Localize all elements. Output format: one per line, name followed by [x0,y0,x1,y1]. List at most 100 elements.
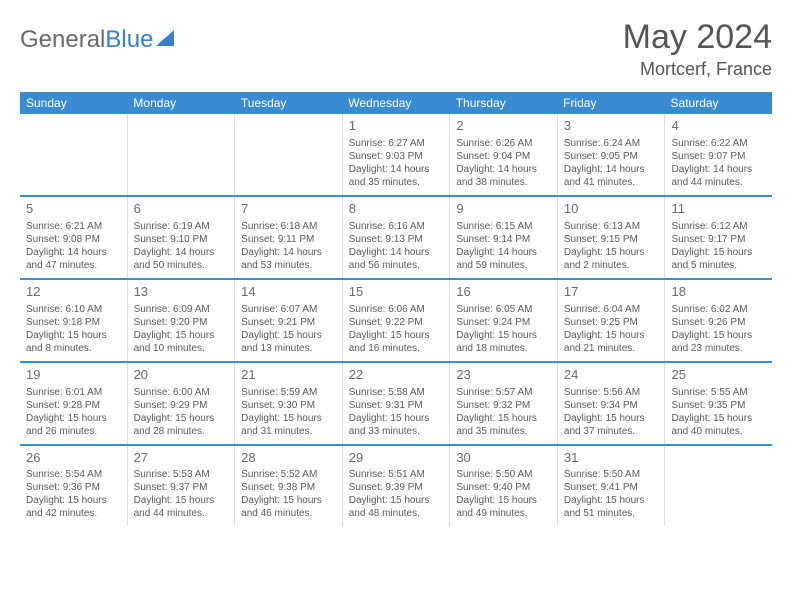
sunset-text: Sunset: 9:37 PM [134,481,229,494]
sunset-text: Sunset: 9:13 PM [349,233,444,246]
sunrise-text: Sunrise: 6:21 AM [26,220,121,233]
day-number: 8 [349,201,444,218]
page-title: May 2024 [623,18,772,57]
daylight-text: Daylight: 15 hours and 13 minutes. [241,329,336,355]
day-cell: 10Sunrise: 6:13 AMSunset: 9:15 PMDayligh… [558,197,666,278]
day-cell [128,114,236,195]
day-number: 10 [564,201,659,218]
daylight-text: Daylight: 14 hours and 35 minutes. [349,163,444,189]
sunset-text: Sunset: 9:41 PM [564,481,659,494]
logo-text-1: General [20,26,105,53]
sunset-text: Sunset: 9:35 PM [671,399,766,412]
sunrise-text: Sunrise: 6:15 AM [456,220,551,233]
header: GeneralBlue May 2024 Mortcerf, France [20,18,772,80]
dow-header-row: Sunday Monday Tuesday Wednesday Thursday… [20,92,772,114]
sunset-text: Sunset: 9:14 PM [456,233,551,246]
day-number: 5 [26,201,121,218]
daylight-text: Daylight: 15 hours and 10 minutes. [134,329,229,355]
sunset-text: Sunset: 9:05 PM [564,150,659,163]
daylight-text: Daylight: 15 hours and 44 minutes. [134,494,229,520]
sunset-text: Sunset: 9:36 PM [26,481,121,494]
daylight-text: Daylight: 15 hours and 5 minutes. [671,246,766,272]
sunrise-text: Sunrise: 5:50 AM [564,468,659,481]
location-label: Mortcerf, France [623,59,772,80]
dow-sunday: Sunday [20,92,127,114]
weeks-container: 1Sunrise: 6:27 AMSunset: 9:03 PMDaylight… [20,114,772,526]
sail-icon [156,30,174,46]
sunrise-text: Sunrise: 6:16 AM [349,220,444,233]
day-number: 15 [349,284,444,301]
sunrise-text: Sunrise: 5:53 AM [134,468,229,481]
day-cell: 17Sunrise: 6:04 AMSunset: 9:25 PMDayligh… [558,280,666,361]
day-cell: 26Sunrise: 5:54 AMSunset: 9:36 PMDayligh… [20,446,128,527]
daylight-text: Daylight: 14 hours and 50 minutes. [134,246,229,272]
sunset-text: Sunset: 9:08 PM [26,233,121,246]
daylight-text: Daylight: 15 hours and 51 minutes. [564,494,659,520]
sunrise-text: Sunrise: 6:12 AM [671,220,766,233]
sunset-text: Sunset: 9:03 PM [349,150,444,163]
sunrise-text: Sunrise: 6:09 AM [134,303,229,316]
sunset-text: Sunset: 9:32 PM [456,399,551,412]
day-cell: 27Sunrise: 5:53 AMSunset: 9:37 PMDayligh… [128,446,236,527]
sunset-text: Sunset: 9:38 PM [241,481,336,494]
sunset-text: Sunset: 9:40 PM [456,481,551,494]
sunset-text: Sunset: 9:18 PM [26,316,121,329]
day-cell: 21Sunrise: 5:59 AMSunset: 9:30 PMDayligh… [235,363,343,444]
daylight-text: Daylight: 14 hours and 53 minutes. [241,246,336,272]
day-cell: 25Sunrise: 5:55 AMSunset: 9:35 PMDayligh… [665,363,772,444]
sunrise-text: Sunrise: 6:26 AM [456,137,551,150]
day-cell: 14Sunrise: 6:07 AMSunset: 9:21 PMDayligh… [235,280,343,361]
daylight-text: Daylight: 15 hours and 42 minutes. [26,494,121,520]
dow-saturday: Saturday [665,92,772,114]
sunrise-text: Sunrise: 5:51 AM [349,468,444,481]
day-number: 9 [456,201,551,218]
sunset-text: Sunset: 9:25 PM [564,316,659,329]
logo: GeneralBlue [20,18,174,54]
daylight-text: Daylight: 14 hours and 38 minutes. [456,163,551,189]
title-block: May 2024 Mortcerf, France [623,18,772,80]
day-cell: 23Sunrise: 5:57 AMSunset: 9:32 PMDayligh… [450,363,558,444]
day-cell: 11Sunrise: 6:12 AMSunset: 9:17 PMDayligh… [665,197,772,278]
day-number: 21 [241,367,336,384]
dow-wednesday: Wednesday [342,92,449,114]
sunset-text: Sunset: 9:07 PM [671,150,766,163]
daylight-text: Daylight: 15 hours and 31 minutes. [241,412,336,438]
day-cell: 24Sunrise: 5:56 AMSunset: 9:34 PMDayligh… [558,363,666,444]
daylight-text: Daylight: 15 hours and 23 minutes. [671,329,766,355]
sunrise-text: Sunrise: 6:07 AM [241,303,336,316]
daylight-text: Daylight: 14 hours and 47 minutes. [26,246,121,272]
daylight-text: Daylight: 14 hours and 56 minutes. [349,246,444,272]
sunset-text: Sunset: 9:17 PM [671,233,766,246]
daylight-text: Daylight: 15 hours and 40 minutes. [671,412,766,438]
sunrise-text: Sunrise: 6:24 AM [564,137,659,150]
day-cell: 5 Sunrise: 6:21 AMSunset: 9:08 PMDaylight… [20,197,128,278]
day-number: 13 [134,284,229,301]
day-cell [20,114,128,195]
sunset-text: Sunset: 9:15 PM [564,233,659,246]
sunset-text: Sunset: 9:29 PM [134,399,229,412]
day-cell: 15Sunrise: 6:06 AMSunset: 9:22 PMDayligh… [343,280,451,361]
day-cell: 22Sunrise: 5:58 AMSunset: 9:31 PMDayligh… [343,363,451,444]
dow-thursday: Thursday [450,92,557,114]
sunrise-text: Sunrise: 6:27 AM [349,137,444,150]
day-number: 18 [671,284,766,301]
daylight-text: Daylight: 14 hours and 41 minutes. [564,163,659,189]
logo-text-2: Blue [105,26,153,53]
sunrise-text: Sunrise: 5:52 AM [241,468,336,481]
sunrise-text: Sunrise: 5:50 AM [456,468,551,481]
day-cell: 31Sunrise: 5:50 AMSunset: 9:41 PMDayligh… [558,446,666,527]
day-number: 26 [26,450,121,467]
day-cell: 28Sunrise: 5:52 AMSunset: 9:38 PMDayligh… [235,446,343,527]
daylight-text: Daylight: 15 hours and 33 minutes. [349,412,444,438]
daylight-text: Daylight: 15 hours and 8 minutes. [26,329,121,355]
daylight-text: Daylight: 15 hours and 49 minutes. [456,494,551,520]
daylight-text: Daylight: 15 hours and 21 minutes. [564,329,659,355]
day-number: 3 [564,118,659,135]
day-cell: 13Sunrise: 6:09 AMSunset: 9:20 PMDayligh… [128,280,236,361]
day-cell: 19Sunrise: 6:01 AMSunset: 9:28 PMDayligh… [20,363,128,444]
day-cell: 7Sunrise: 6:18 AMSunset: 9:11 PMDaylight… [235,197,343,278]
sunset-text: Sunset: 9:24 PM [456,316,551,329]
sunset-text: Sunset: 9:11 PM [241,233,336,246]
dow-monday: Monday [127,92,234,114]
sunrise-text: Sunrise: 6:10 AM [26,303,121,316]
